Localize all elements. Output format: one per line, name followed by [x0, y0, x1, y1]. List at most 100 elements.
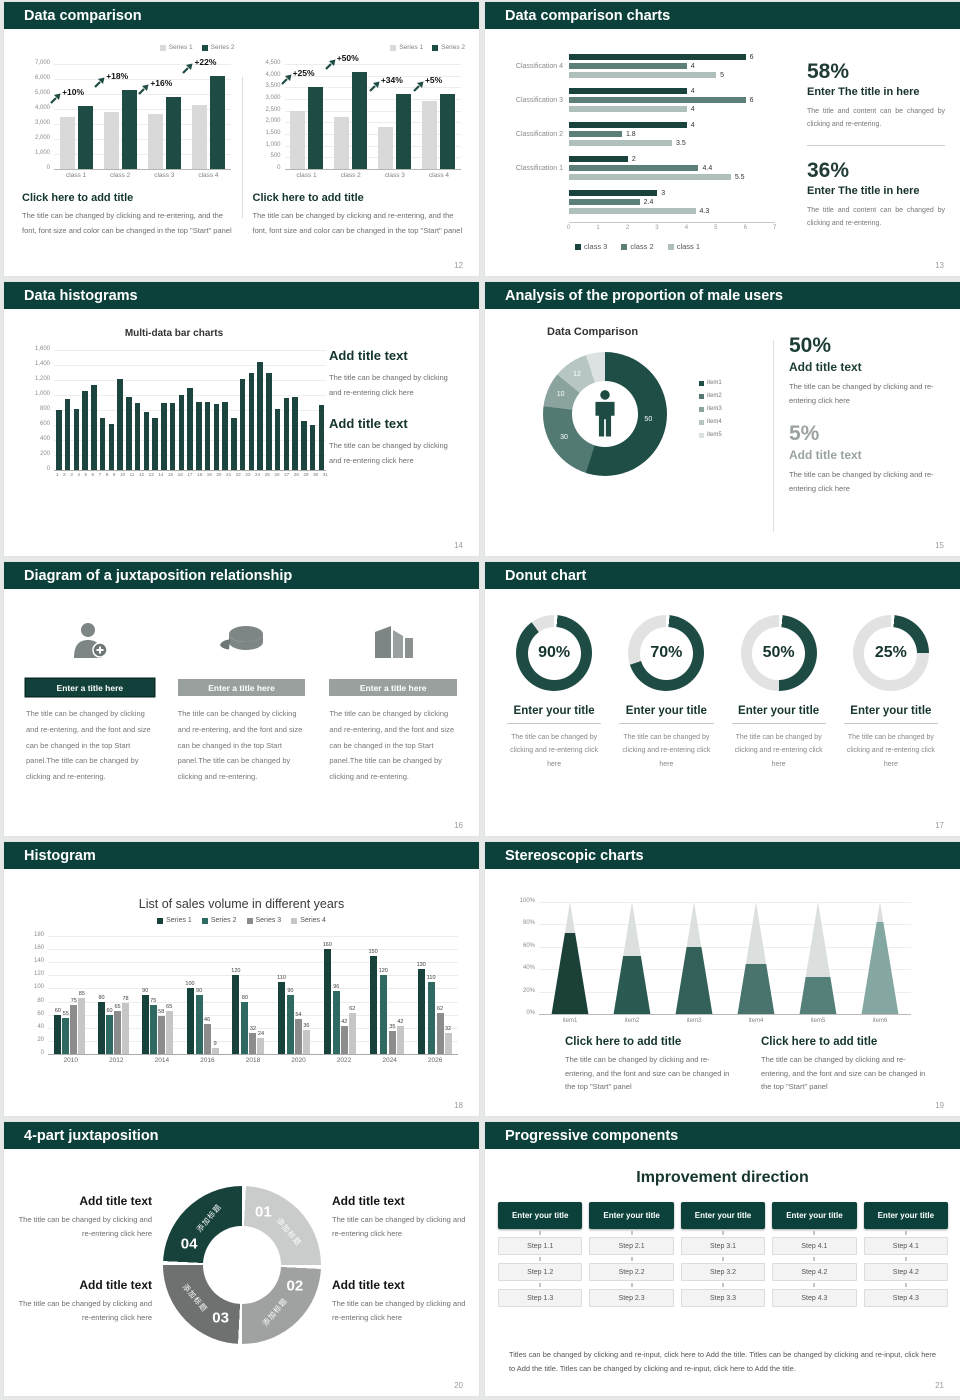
y-tick: 100 — [33, 984, 44, 991]
value-label: 55 — [62, 1010, 69, 1017]
slide-header: Donut chart — [485, 562, 960, 589]
stat-percentage: 50% — [789, 334, 832, 357]
gridline — [284, 99, 461, 100]
bar — [213, 404, 219, 470]
x-axis-labels: class 1 class 2 class 3 class 4 — [285, 169, 462, 179]
slide-14-data-histograms[interactable]: Data histograms Multi-data bar charts 0 2… — [4, 282, 479, 556]
connector-dot — [630, 1257, 633, 1261]
x-label: class 2 — [340, 172, 361, 179]
bar — [417, 968, 425, 1054]
column-1: Enter a title here The title can be chan… — [26, 613, 154, 785]
block-title: Click here to add title — [22, 192, 134, 204]
chart-legend: class 3 class 2 class 1 — [575, 242, 775, 251]
slide-12-data-comparison[interactable]: Data comparison Series 1 Series 2 0 1,000 2,… — [4, 2, 479, 276]
bar-group: 110 90 54 36 — [277, 975, 310, 1054]
text-block-2: Click here to add title The title can be… — [761, 1036, 929, 1094]
title-bar: Enter a title here — [26, 679, 154, 696]
bar — [388, 1031, 396, 1054]
bar-group: +10% — [50, 87, 96, 169]
bar — [178, 395, 184, 470]
up-right-arrow-icon — [182, 63, 193, 74]
slide-title: Stereoscopic charts — [505, 847, 644, 864]
value-label: 120 — [378, 968, 388, 975]
x-label: class 4 — [428, 172, 450, 179]
bar-group: 160 96 42 62 — [323, 942, 356, 1054]
step-box: Step 1.1 — [498, 1237, 583, 1255]
donut-title: Enter your title — [507, 705, 602, 724]
slide-18-histogram[interactable]: Histogram List of sales volume in differ… — [4, 842, 479, 1116]
section-body: The title can be changed by clicking and… — [329, 441, 448, 465]
stats-panel: 50% Add title text The title can be chan… — [789, 334, 939, 509]
x-axis: 0 1 2 3 4 5 6 7 — [567, 222, 776, 234]
series2-bar — [165, 97, 181, 169]
value-label: 4.3 — [699, 207, 710, 215]
slide-16-juxtaposition-diagram[interactable]: Diagram of a juxtaposition relationship … — [4, 562, 479, 836]
building-icon — [329, 613, 457, 671]
section-heading: Improvement direction — [636, 1169, 809, 1186]
series1-bar — [334, 116, 350, 169]
bar — [444, 1033, 452, 1054]
slide-20-four-part-juxtaposition[interactable]: 4-part juxtaposition Add title text The … — [4, 1122, 479, 1396]
gridline — [539, 991, 911, 993]
x-label: 2022 — [336, 1057, 352, 1064]
x-label: item5 — [810, 1018, 826, 1024]
bar-group: 60 55 75 85 — [54, 991, 86, 1054]
column-3: Enter a title here The title can be chan… — [329, 613, 458, 785]
slide-17-donut-chart[interactable]: Donut chart 90% Enter your title The tit… — [485, 562, 960, 836]
gridline — [54, 154, 231, 155]
bar — [106, 1014, 114, 1054]
slide-15-male-users-proportion[interactable]: Analysis of the proportion of male users… — [485, 282, 960, 556]
bar — [257, 361, 263, 470]
hbar — [569, 105, 687, 113]
x-label: 2016 — [200, 1057, 215, 1064]
page-number: 19 — [935, 1101, 944, 1110]
series2-bar — [308, 87, 324, 169]
stat-percentage: 36% — [807, 158, 850, 182]
bar-row: 4 — [569, 62, 753, 70]
bar-wrap: 62 — [436, 1006, 444, 1054]
slide-header: Data comparison — [4, 2, 479, 29]
bar — [98, 1001, 106, 1054]
slide-13-data-comparison-charts[interactable]: Data comparison charts Classification 4 6… — [485, 2, 960, 276]
slide-header: Analysis of the proportion of male users — [485, 282, 960, 309]
growth-label: +50% — [324, 53, 359, 70]
ring-hole: 70% — [639, 626, 693, 680]
value-label: 4.4 — [702, 164, 713, 172]
value-label: 90 — [287, 988, 294, 994]
bar — [302, 1030, 310, 1054]
cone-fill — [737, 963, 775, 1014]
value-label: 90 — [142, 988, 149, 994]
donut-column-4: 25% Enter your title The title can be ch… — [840, 615, 942, 771]
percentage-value: 70% — [650, 644, 683, 661]
x-label: 2012 — [109, 1057, 124, 1064]
value-label: 5.5 — [734, 173, 745, 181]
x-label: 5 — [84, 472, 87, 477]
gridline — [539, 924, 911, 926]
stat-body: The title and content can be changed by … — [807, 108, 945, 129]
bar-wrap: 32 — [444, 1026, 452, 1054]
hbar — [569, 164, 699, 172]
slide-header: Histogram — [4, 842, 479, 869]
bar — [294, 1018, 302, 1054]
legend-label: Series 1 — [166, 917, 192, 924]
value-label: 5 — [720, 71, 725, 79]
column-header: Enter your title — [680, 1202, 766, 1229]
x-label: 4 — [77, 472, 80, 477]
cone — [675, 902, 713, 1014]
x-label: 2026 — [427, 1057, 443, 1064]
legend-label: Series 2 — [210, 44, 235, 51]
bar-groups: 60 55 75 85 80 60 65 78 90 75 58 65 100 90 46 9 120 80 32 2… — [48, 936, 458, 1054]
bar — [187, 387, 193, 470]
legend-item: item3 — [699, 406, 722, 412]
text-block-top-right: Add title text The title can be changed … — [332, 1194, 468, 1240]
text-panel: Add title text The title can be changed … — [329, 348, 461, 484]
bar — [232, 975, 240, 1054]
slide-19-stereoscopic-charts[interactable]: Stereoscopic charts 0% 20% 40% 60% 80% 100% it… — [485, 842, 960, 1116]
bar — [62, 1017, 70, 1054]
cone-fill — [799, 977, 837, 1014]
horizontal-bar-chart: Classification 4 6 4 5 Classification 3 4 6 4 Cl… — [499, 52, 776, 252]
slide-header: Data histograms — [4, 282, 479, 309]
legend-label: class 1 — [676, 242, 701, 251]
value-label: 6 — [749, 53, 754, 61]
slide-21-progressive-components[interactable]: Progressive components Improvement direc… — [485, 1122, 960, 1396]
